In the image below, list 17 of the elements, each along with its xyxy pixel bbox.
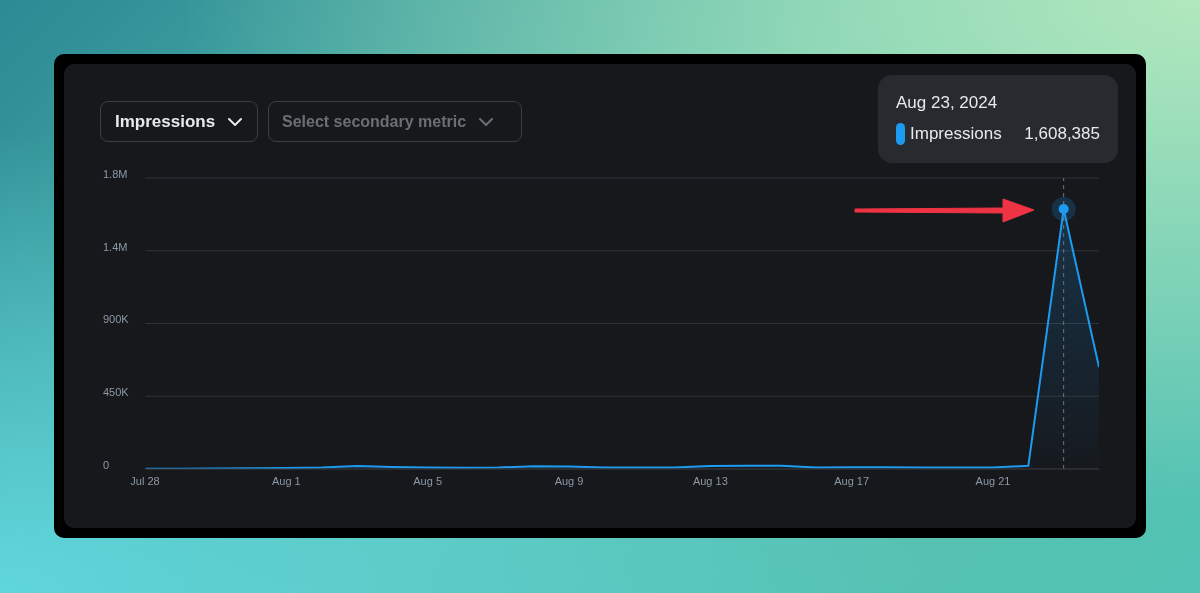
y-tick-label: 1.8M: [103, 167, 128, 180]
y-tick-label: 1.4M: [103, 240, 128, 253]
x-tick-label: Aug 17: [834, 474, 870, 487]
chart-title: Impressions: [115, 111, 216, 132]
x-tick-label: Aug 1: [271, 474, 301, 487]
x-tick-label: Aug 21: [975, 474, 1011, 487]
legend-label: Impressions: [910, 124, 1002, 144]
text: Aug 23, 2024: [896, 93, 999, 113]
x-tick-label: Jul 28: [130, 474, 160, 487]
x-tick-label: Aug 9: [554, 474, 584, 487]
y-tick-label: 900K: [103, 313, 130, 326]
x-tick-label: Aug 5: [413, 474, 443, 487]
text: Select secondary metric: [282, 112, 467, 131]
text: 1,608,385: [1024, 124, 1100, 144]
x-tick-label: Aug 13: [692, 474, 728, 487]
y-tick-label: 0: [103, 458, 110, 471]
y-tick-label: 450K: [103, 386, 130, 399]
